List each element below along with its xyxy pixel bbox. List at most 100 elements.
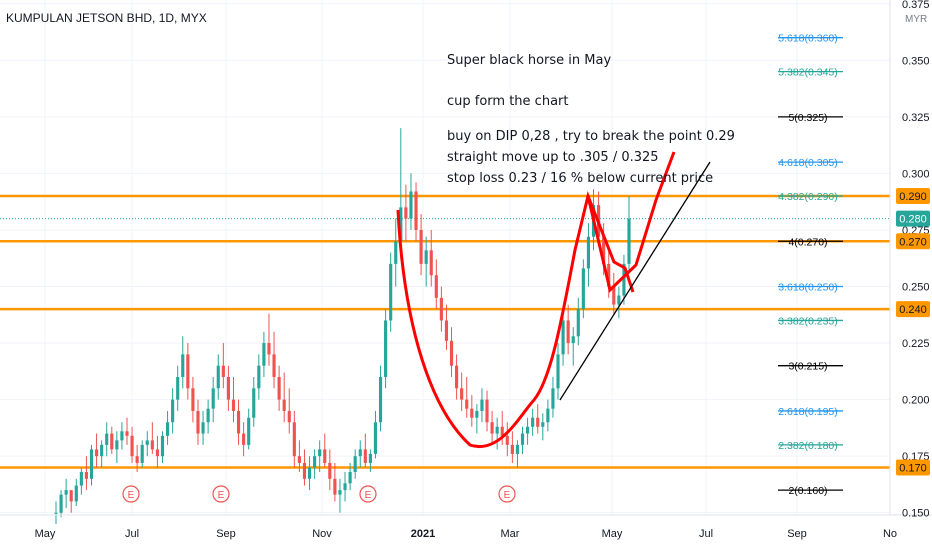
candle-body xyxy=(236,410,241,434)
candle-body xyxy=(176,377,180,400)
x-tick-label: Jul xyxy=(699,528,713,540)
candle-body xyxy=(581,268,585,310)
y-tick-label: 0.200 xyxy=(902,395,930,407)
candle-body xyxy=(541,422,545,427)
candle-body xyxy=(277,377,281,400)
y-tick-label: 0.250 xyxy=(902,282,930,294)
candle-body xyxy=(363,449,367,463)
y-tick-label: 0.325 xyxy=(902,112,930,124)
chart-title: KUMPULAN JETSON BHD, 1D, MYX xyxy=(6,11,207,25)
candle-body xyxy=(586,236,591,269)
candle-body xyxy=(130,435,134,457)
candle-body xyxy=(510,444,514,454)
candle-body xyxy=(69,490,73,502)
candle-body xyxy=(89,449,94,479)
candle-body xyxy=(607,263,611,287)
fib-level-label: 5.618(0.360) xyxy=(778,33,838,45)
candle-body xyxy=(449,340,454,366)
candle-body xyxy=(54,512,58,514)
earnings-marker[interactable] xyxy=(359,485,377,503)
fib-level-label: 2.618(0.195) xyxy=(778,406,838,418)
annotation-line-5: stop loss 0.23 / 16 % below current pric… xyxy=(447,171,713,186)
candle-body xyxy=(353,456,357,473)
candle-body xyxy=(338,490,342,495)
candle-body xyxy=(287,410,291,423)
candle-body xyxy=(150,440,154,450)
candle-body xyxy=(460,388,464,400)
fib-level-label: 2(0.160) xyxy=(788,485,827,497)
price-tag-label: 0.170 xyxy=(899,462,927,474)
candle-body xyxy=(221,365,225,378)
candle-body xyxy=(475,410,479,418)
candle-body xyxy=(105,433,109,445)
annotation-line-2: cup form the chart xyxy=(447,94,568,109)
time-axis[interactable]: May Jul Sep Nov 2021 Mar May Jul Sep No xyxy=(35,528,897,540)
earnings-marker[interactable] xyxy=(122,485,140,503)
candle-body xyxy=(323,449,327,463)
candle-body xyxy=(404,207,408,219)
candle-body xyxy=(561,320,565,355)
candle-body xyxy=(100,444,104,457)
candle-body xyxy=(257,365,261,389)
candle-body xyxy=(160,435,165,457)
candle-body xyxy=(267,343,271,355)
candle-body xyxy=(389,263,393,321)
fib-level-label: 3(0.215) xyxy=(788,361,827,373)
candle-body xyxy=(120,431,124,441)
trend-line xyxy=(559,161,711,401)
candle-body xyxy=(59,494,63,513)
candle-body xyxy=(602,236,606,264)
price-tag-label: 0.270 xyxy=(899,236,927,248)
annotation-line-1: Super black horse in May xyxy=(447,53,611,68)
earnings-marker[interactable] xyxy=(212,485,230,503)
x-tick-label: May xyxy=(602,528,623,540)
candle-body xyxy=(165,422,170,436)
candle-body xyxy=(373,422,378,454)
y-tick-label: 0.375 xyxy=(902,0,930,11)
earnings-marker-label: E xyxy=(365,490,372,501)
x-tick-label: Sep xyxy=(216,528,236,540)
candle-body xyxy=(429,250,433,276)
candle-body xyxy=(247,417,251,445)
fib-level-label: 4.618(0.305) xyxy=(778,157,838,169)
x-tick-label: May xyxy=(35,528,56,540)
price-tag xyxy=(896,301,930,318)
y-tick-label: 0.300 xyxy=(902,168,930,180)
x-tick-label: Mar xyxy=(501,528,520,540)
fib-level-label: 5.382(0.345) xyxy=(778,67,838,79)
candle-body xyxy=(145,440,149,445)
candle-body xyxy=(434,275,438,298)
candle-body xyxy=(297,456,301,463)
candle-body xyxy=(318,449,322,457)
candle-body xyxy=(617,295,621,305)
candle-body xyxy=(399,207,403,242)
candle-body xyxy=(181,354,185,378)
x-tick-label: 2021 xyxy=(411,528,435,540)
x-tick-label: No xyxy=(883,528,897,540)
candle-body xyxy=(333,478,337,495)
fibonacci-levels: 5.618(0.360) 5.382(0.345) 5(0.325) 4.618(0.… xyxy=(778,33,843,497)
x-tick-label: Sep xyxy=(787,528,807,540)
candle-body xyxy=(94,449,99,457)
candle-body xyxy=(439,297,443,321)
candle-body xyxy=(576,309,580,337)
candle-body xyxy=(358,449,362,457)
candle-body xyxy=(384,320,388,378)
price-tag xyxy=(896,210,930,227)
candle-body xyxy=(414,191,418,230)
candle-body xyxy=(444,320,449,341)
fib-level-label: 3.382(0.235) xyxy=(778,315,838,327)
candle-body xyxy=(64,490,68,495)
candle-body xyxy=(231,399,236,411)
earnings-marker[interactable] xyxy=(498,485,516,503)
candle-body xyxy=(394,241,398,264)
y-tick-label: 0.150 xyxy=(902,508,930,520)
candle-body xyxy=(627,218,631,264)
earnings-marker-label: E xyxy=(504,490,511,501)
candle-body xyxy=(307,467,312,479)
candle-body xyxy=(135,456,139,463)
